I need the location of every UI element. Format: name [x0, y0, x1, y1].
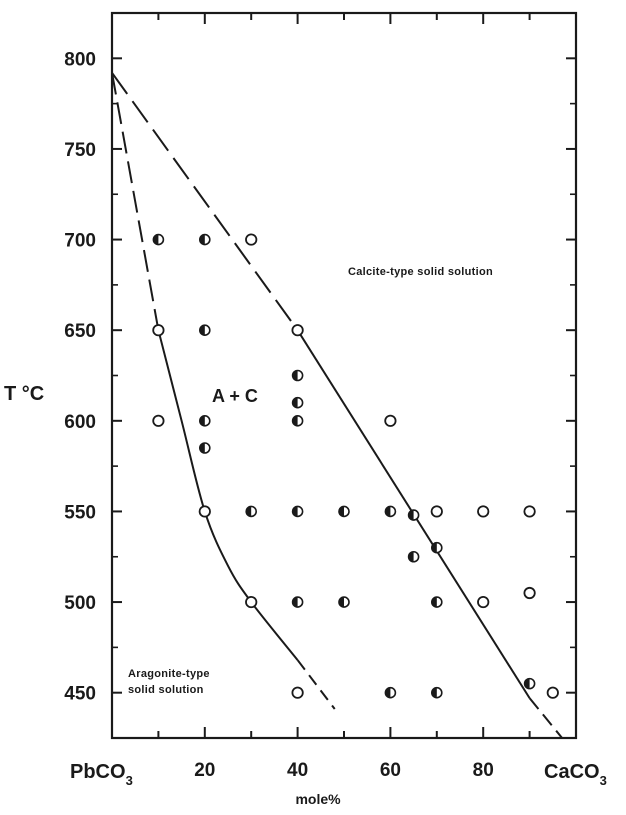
half-filled-point-fill	[408, 510, 414, 521]
half-filled-point-fill	[408, 551, 414, 562]
half-filled-point	[407, 550, 420, 563]
half-filled-point-fill	[339, 597, 344, 608]
two-phase-region-label: A + C	[212, 386, 258, 406]
half-filled-point	[199, 324, 211, 336]
half-filled-point-fill	[153, 234, 159, 245]
y-tick-label: 500	[64, 593, 96, 614]
calcite-solvus-dashed	[111, 72, 299, 331]
y-axis-title: T °C	[4, 383, 44, 405]
open-circle-point	[198, 505, 211, 518]
open-circle-point	[523, 505, 536, 518]
half-filled-point	[338, 596, 350, 608]
x-tick-label: 60	[380, 760, 401, 781]
open-circle-point	[430, 505, 443, 518]
y-tick-label: 450	[64, 684, 96, 705]
y-tick-label: 650	[64, 321, 96, 342]
aragonite-region-label-line1: Aragonite-type	[128, 668, 210, 680]
half-filled-point	[291, 396, 304, 409]
half-filled-point-fill	[524, 678, 530, 689]
half-filled-point	[291, 369, 304, 382]
half-filled-point	[199, 415, 211, 427]
half-filled-point	[523, 677, 536, 690]
x-axis-title: mole%	[295, 791, 341, 807]
x-tick-label: 20	[194, 760, 215, 781]
tick-marks	[112, 13, 576, 738]
aragonite-region-label-line2: solid solution	[128, 684, 204, 696]
y-tick-label: 750	[64, 140, 96, 161]
open-circle-point	[384, 414, 397, 427]
half-filled-point-fill	[385, 687, 391, 698]
half-filled-point-fill	[199, 325, 205, 336]
open-circle-point	[152, 324, 165, 337]
half-filled-point	[291, 415, 304, 427]
open-circle-point	[245, 595, 258, 609]
half-filled-point-fill	[199, 234, 205, 245]
data-points	[152, 233, 559, 699]
open-circle-point	[291, 324, 304, 337]
y-tick-label: 800	[64, 49, 96, 70]
x-axis-left-end-label: PbCO3	[70, 761, 133, 788]
open-circle-point	[152, 414, 165, 427]
half-filled-point	[245, 505, 257, 518]
aragonite-solvus-solid	[157, 329, 299, 661]
open-circle-point	[546, 686, 559, 699]
half-filled-point	[199, 442, 211, 454]
open-circle-point	[523, 586, 536, 600]
half-filled-point	[291, 505, 304, 518]
half-filled-point-fill	[385, 506, 391, 517]
half-filled-point	[407, 509, 420, 521]
half-filled-point-fill	[292, 597, 298, 608]
phase-boundaries	[111, 72, 563, 739]
half-filled-point-fill	[292, 415, 298, 426]
half-filled-point	[430, 541, 443, 554]
open-circle-point	[477, 595, 490, 609]
half-filled-point-fill	[431, 687, 437, 698]
half-filled-point-fill	[292, 397, 298, 408]
half-filled-point-fill	[339, 506, 344, 517]
x-tick-label: 80	[473, 760, 494, 781]
half-filled-point-fill	[199, 443, 205, 453]
y-tick-label: 600	[64, 412, 96, 433]
aragonite-solvus-dashed	[111, 72, 160, 331]
half-filled-point-fill	[292, 506, 298, 517]
half-filled-point-fill	[292, 370, 298, 381]
half-filled-point	[199, 233, 211, 246]
half-filled-point-fill	[246, 506, 252, 517]
half-filled-point	[430, 596, 443, 608]
x-axis-right-end-label: CaCO3	[544, 761, 607, 788]
calcite-region-label: Calcite-type solid solution	[348, 266, 493, 278]
open-circle-point	[291, 686, 304, 699]
open-circle-point	[245, 233, 258, 246]
aragonite-solvus-end	[296, 659, 336, 710]
half-filled-point	[152, 233, 165, 246]
half-filled-point-fill	[431, 597, 437, 608]
y-tick-label: 700	[64, 231, 96, 252]
half-filled-point-fill	[199, 415, 205, 426]
plot-frame	[110, 11, 578, 740]
half-filled-point	[384, 505, 397, 518]
x-tick-label: 40	[287, 760, 308, 781]
calcite-solvus-end	[528, 697, 563, 739]
open-circle-point	[477, 505, 490, 518]
y-tick-label: 550	[64, 502, 96, 523]
half-filled-point	[338, 505, 350, 518]
half-filled-point	[384, 686, 397, 699]
tick-labels: 450 500 550 600 650 700 750 800 20 40 60 80	[64, 49, 493, 781]
half-filled-point-fill	[431, 542, 437, 553]
half-filled-point	[291, 596, 304, 608]
half-filled-point	[430, 686, 443, 699]
